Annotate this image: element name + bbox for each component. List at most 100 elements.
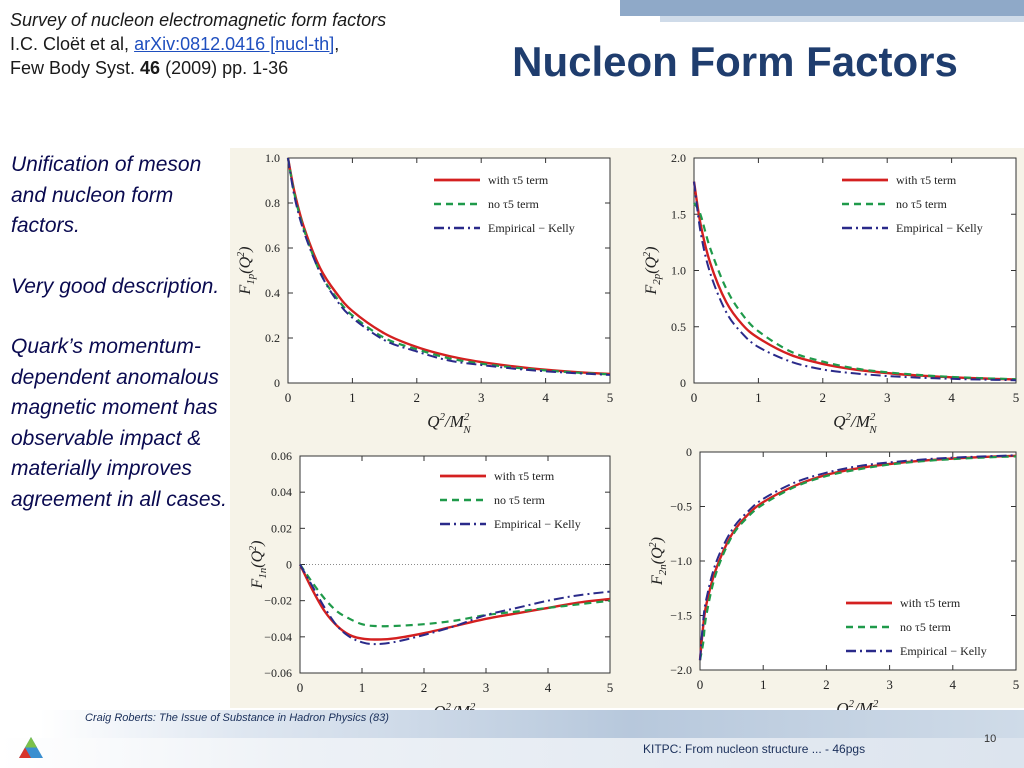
- series-no-tau5-line: [698, 455, 1017, 661]
- y-tick-label: 0.06: [271, 449, 292, 463]
- footer-bar: [0, 738, 1024, 768]
- chart-f2n: 0 1 2 3 4 5 −2.0 −1.5 −1.0 −0.5 0 Q2/M2N F2n(Q2) with…: [648, 445, 1020, 710]
- reference-pages: (2009) pp. 1-36: [160, 58, 289, 78]
- bullet-list: Unification of meson and nucleon form fa…: [11, 150, 233, 545]
- legend-label: no τ5 term: [896, 197, 947, 211]
- y-tick-label: 0.04: [271, 485, 292, 499]
- series-with-tau5-line: [692, 181, 1017, 381]
- legend-label: Empirical − Kelly: [494, 517, 581, 531]
- x-tick-label: 3: [478, 390, 485, 405]
- plot-frame: [699, 451, 1017, 671]
- y-tick-label: 0: [274, 376, 280, 390]
- reference-block: Survey of nucleon electromagnetic form f…: [10, 8, 480, 80]
- x-tick-label: 0: [297, 680, 304, 695]
- y-axis-label: F2p(Q2): [642, 247, 663, 296]
- reference-journal-line: Few Body Syst. 46 (2009) pp. 1-36: [10, 56, 480, 80]
- y-tick-label: 0.6: [265, 241, 280, 255]
- legend-label: no τ5 term: [900, 620, 951, 634]
- y-tick-label: 0: [686, 445, 692, 459]
- x-tick-label: 1: [760, 677, 767, 692]
- y-tick-label: −0.06: [264, 666, 292, 680]
- x-tick-label: 0: [691, 390, 698, 405]
- y-tick-label: −0.02: [264, 594, 292, 608]
- credit-text: Craig Roberts: The Issue of Substance in…: [85, 712, 389, 724]
- x-tick-label: 0: [285, 390, 292, 405]
- bottom-decor-bar: [40, 710, 1024, 738]
- y-tick-label: 1.0: [265, 151, 280, 165]
- y-tick-label: 0.5: [671, 320, 686, 334]
- y-tick-label: 1.0: [671, 264, 686, 278]
- x-tick-label: 2: [820, 390, 827, 405]
- y-tick-label: 0: [680, 376, 686, 390]
- footer-event: KITPC: From nucleon structure ... - 46pg…: [643, 742, 866, 756]
- y-tick-label: 0.02: [271, 521, 292, 535]
- legend-label: Empirical − Kelly: [900, 644, 987, 658]
- x-tick-label: 3: [886, 677, 893, 692]
- series-empirical-kelly-line: [699, 454, 1017, 661]
- argonne-logo-icon: [19, 737, 43, 758]
- y-axis-label: F2n(Q2): [648, 537, 669, 586]
- x-tick-label: 3: [483, 680, 490, 695]
- plot-frame: [299, 455, 611, 674]
- legend-label: no τ5 term: [494, 493, 545, 507]
- x-tick-label: 4: [545, 680, 552, 695]
- reference-authors: I.C. Cloët et al,: [10, 34, 135, 54]
- y-axis-label: F1n(Q2): [248, 541, 269, 590]
- x-tick-label: 1: [359, 680, 366, 695]
- y-tick-label: −1.0: [670, 554, 692, 568]
- legend-label: with τ5 term: [494, 469, 555, 483]
- legend-label: with τ5 term: [896, 173, 957, 187]
- slide-title: Nucleon Form Factors: [512, 38, 958, 85]
- reference-comma: ,: [334, 34, 340, 54]
- reference-volume: 46: [140, 58, 161, 78]
- y-tick-label: −1.5: [670, 609, 692, 623]
- x-tick-label: 5: [607, 680, 614, 695]
- x-tick-label: 3: [884, 390, 891, 405]
- bullet-item: Quark’s momentum-dependent anomalous mag…: [11, 335, 227, 511]
- bullet-item: Unification of meson and nucleon form fa…: [11, 153, 202, 237]
- legend-label: Empirical − Kelly: [896, 221, 983, 235]
- y-tick-label: 0.4: [265, 286, 280, 300]
- x-tick-label: 1: [349, 390, 356, 405]
- series-no-tau5-line: [299, 563, 611, 628]
- y-tick-label: −0.04: [264, 630, 292, 644]
- y-tick-label: 1.5: [671, 207, 686, 221]
- reference-journal: Few Body Syst.: [10, 58, 141, 78]
- y-tick-label: −0.5: [670, 500, 692, 514]
- x-axis-label: Q2/M2N: [836, 698, 880, 710]
- arxiv-link[interactable]: arXiv:0812.0416 [nucl-th]: [134, 34, 335, 54]
- x-tick-label: 4: [948, 390, 955, 405]
- x-tick-label: 2: [823, 677, 830, 692]
- legend-label: with τ5 term: [488, 173, 549, 187]
- y-axis-label: F1p(Q2): [236, 247, 257, 296]
- plot-frame: [287, 157, 611, 384]
- chart-f2p: 0 1 2 3 4 5 0 0.5 1.0 1.5 2.0 Q2/M2 N F2p(Q2) with τ5 …: [642, 151, 1020, 436]
- series-no-tau5-line: [286, 157, 611, 376]
- y-tick-label: 0: [286, 558, 292, 572]
- series-empirical-kelly-line: [693, 181, 1017, 382]
- chart-f1n: 0 1 2 3 4 5 −0.06 −0.04 −0.02 0 0.02 0.04 0.06 Q2/M2N…: [248, 449, 614, 710]
- series-empirical-kelly-line: [299, 563, 611, 646]
- y-tick-label: 0.2: [265, 331, 280, 345]
- reference-authors-line: I.C. Cloët et al, arXiv:0812.0416 [nucl-…: [10, 32, 480, 56]
- chart-f1p: 0 1 2 3 4 5 0 0.2 0.4 0.6 0.8 1.0 Q2/M2 N F1p(Q2) with …: [236, 151, 614, 436]
- top-decor-bar: [620, 0, 1024, 16]
- plot-frame: [693, 157, 1017, 384]
- x-tick-label: 5: [1013, 390, 1020, 405]
- y-tick-label: 0.8: [265, 196, 280, 210]
- x-tick-label: 4: [542, 390, 549, 405]
- x-tick-label: 1: [755, 390, 762, 405]
- x-tick-label: 2: [414, 390, 421, 405]
- x-tick-label: 5: [1013, 677, 1020, 692]
- bullet-item: Very good description.: [11, 274, 220, 298]
- legend-label: no τ5 term: [488, 197, 539, 211]
- top-decor-bar-light: [660, 16, 1024, 22]
- x-tick-label: 0: [697, 677, 704, 692]
- x-tick-label: 5: [607, 390, 614, 405]
- y-tick-label: −2.0: [670, 663, 692, 677]
- legend-label: with τ5 term: [900, 596, 961, 610]
- x-axis-label: Q2/M2N: [433, 701, 477, 710]
- y-tick-label: 2.0: [671, 151, 686, 165]
- reference-title: Survey of nucleon electromagnetic form f…: [10, 10, 387, 30]
